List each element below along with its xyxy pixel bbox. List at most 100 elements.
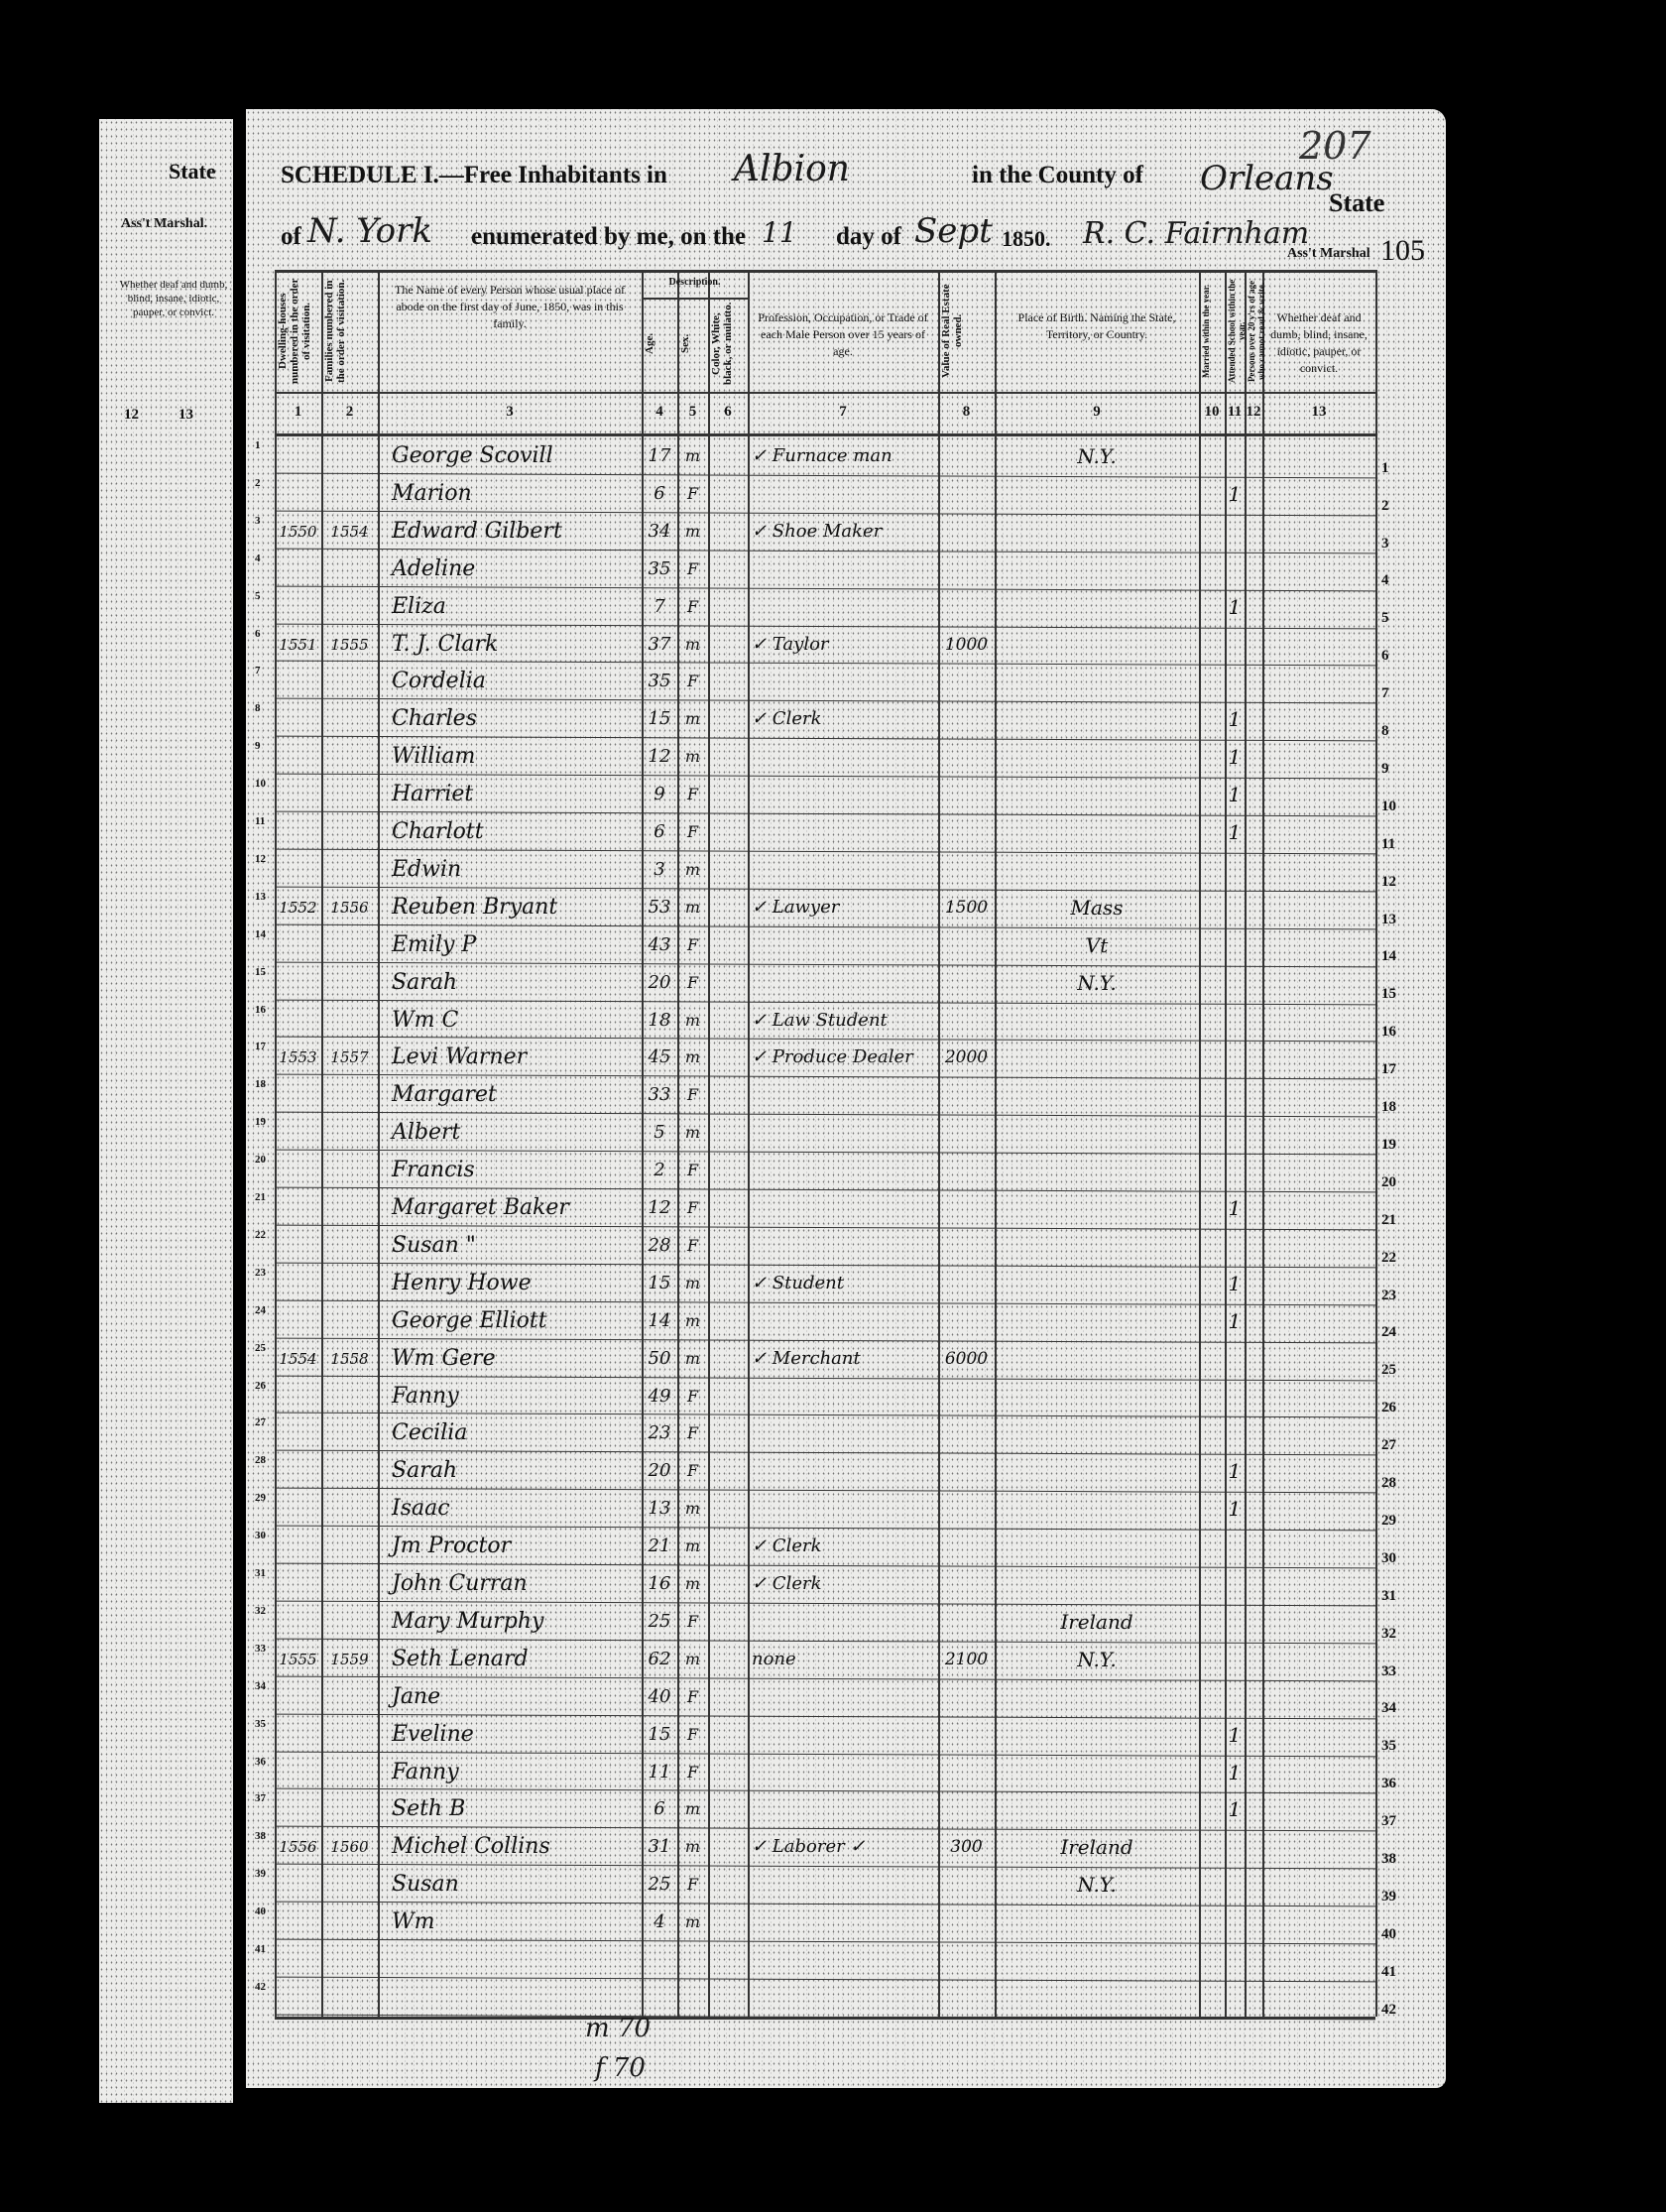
row-1-occupation: ✓ Furnace man bbox=[752, 445, 892, 466]
line-number-right: 14 bbox=[1381, 948, 1396, 965]
row-22-sex: F bbox=[686, 1235, 699, 1255]
row-31-name: John Curran bbox=[392, 1571, 528, 1596]
row-37-school: 1 bbox=[1228, 1797, 1242, 1822]
place-name: Albion bbox=[734, 149, 850, 189]
row-39-sex: F bbox=[686, 1875, 699, 1895]
row-23-sex: m bbox=[684, 1273, 701, 1292]
line-number-right: 34 bbox=[1381, 1700, 1396, 1717]
row-6-age: 37 bbox=[648, 633, 671, 655]
line-number-right: 21 bbox=[1381, 1211, 1396, 1228]
row-8-name: Charles bbox=[392, 706, 477, 732]
row-37-name: Seth B bbox=[392, 1796, 466, 1822]
row-25-name: Wm Gere bbox=[392, 1345, 496, 1371]
row-39-age: 25 bbox=[648, 1874, 671, 1896]
line-number-left: 9 bbox=[255, 740, 261, 753]
state-label: State bbox=[1329, 188, 1385, 217]
row-36-name: Fanny bbox=[392, 1759, 459, 1784]
row-13-age: 53 bbox=[648, 896, 671, 918]
row-33-value: 2100 bbox=[944, 1649, 989, 1669]
line-number-right: 16 bbox=[1381, 1024, 1396, 1041]
row-10-school: 1 bbox=[1228, 783, 1242, 807]
line-number-left: 13 bbox=[255, 890, 266, 903]
row-13-occupation: ✓ Lawyer bbox=[752, 896, 840, 918]
line-number-right: 33 bbox=[1381, 1662, 1396, 1679]
row-36-age: 11 bbox=[648, 1761, 671, 1782]
column-number-4: 4 bbox=[655, 404, 663, 420]
state-name: N. York bbox=[307, 211, 433, 251]
line-number-left: 25 bbox=[255, 1341, 266, 1354]
row-1-birthplace: N.Y. bbox=[1077, 444, 1117, 468]
row-36-sex: F bbox=[686, 1762, 699, 1782]
line-number-left: 1 bbox=[255, 439, 261, 451]
row-24-school: 1 bbox=[1228, 1308, 1242, 1333]
row-8-sex: m bbox=[684, 709, 701, 729]
row-13-name: Reuben Bryant bbox=[392, 894, 558, 920]
row-7-age: 35 bbox=[648, 671, 671, 692]
line-number-left: 36 bbox=[255, 1755, 266, 1768]
column-number-1: 1 bbox=[294, 404, 302, 420]
prev-column-number-13: 13 bbox=[178, 407, 193, 423]
row-4-age: 35 bbox=[648, 557, 671, 579]
row-13-dwelling: 1552 bbox=[279, 898, 317, 917]
row-10-age: 9 bbox=[654, 784, 665, 805]
row-39-name: Susan bbox=[392, 1872, 459, 1898]
row-6-dwelling: 1551 bbox=[279, 635, 317, 654]
row-17-age: 45 bbox=[648, 1046, 671, 1068]
row-9-name: William bbox=[392, 744, 476, 770]
row-24-name: George Elliott bbox=[392, 1307, 547, 1333]
line-number-right: 3 bbox=[1381, 535, 1389, 552]
line-number-right: 10 bbox=[1381, 798, 1396, 814]
stamp-number: 207 bbox=[1299, 124, 1371, 168]
row-25-dwelling: 1554 bbox=[279, 1349, 317, 1368]
row-11-school: 1 bbox=[1228, 820, 1242, 844]
row-8-school: 1 bbox=[1228, 707, 1242, 732]
column-heading-2: Families numbered in the order of visita… bbox=[323, 279, 347, 383]
row-23-occupation: ✓ Student bbox=[752, 1272, 844, 1293]
line-number-left: 37 bbox=[255, 1792, 266, 1805]
line-number-left: 27 bbox=[255, 1416, 266, 1429]
row-8-age: 15 bbox=[648, 708, 671, 730]
row-29-name: Isaac bbox=[392, 1496, 450, 1522]
row-1-sex: m bbox=[684, 446, 701, 465]
row-19-name: Albert bbox=[392, 1120, 461, 1146]
row-20-age: 2 bbox=[654, 1160, 665, 1181]
column-number-9: 9 bbox=[1093, 404, 1101, 420]
row-6-sex: m bbox=[684, 634, 701, 654]
column-heading-11: Attended School within the year. bbox=[1227, 279, 1247, 383]
enumeration-month: Sept bbox=[914, 211, 993, 251]
row-11-sex: F bbox=[686, 822, 699, 841]
row-15-name: Sarah bbox=[392, 969, 457, 995]
row-24-sex: m bbox=[684, 1310, 701, 1330]
row-31-age: 16 bbox=[648, 1573, 671, 1594]
line-number-right: 17 bbox=[1381, 1061, 1396, 1078]
row-19-age: 5 bbox=[654, 1122, 665, 1144]
line-number-left: 12 bbox=[255, 852, 266, 865]
line-number-left: 7 bbox=[255, 665, 261, 677]
row-15-birthplace: N.Y. bbox=[1077, 970, 1117, 995]
line-number-right: 8 bbox=[1381, 723, 1389, 740]
line-number-right: 18 bbox=[1381, 1099, 1396, 1116]
line-number-right: 15 bbox=[1381, 986, 1396, 1003]
row-34-age: 40 bbox=[648, 1685, 671, 1707]
column-divider bbox=[1262, 270, 1264, 2017]
column-divider bbox=[321, 270, 323, 2017]
row-21-school: 1 bbox=[1228, 1196, 1242, 1220]
row-3-age: 34 bbox=[648, 520, 671, 542]
row-5-name: Eliza bbox=[392, 593, 446, 619]
table-top-rule bbox=[275, 270, 1375, 273]
row-38-occupation: ✓ Laborer ✓ bbox=[752, 1836, 866, 1858]
row-36-school: 1 bbox=[1228, 1760, 1242, 1784]
column-divider bbox=[748, 270, 750, 2017]
row-3-occupation: ✓ Shoe Maker bbox=[752, 520, 883, 542]
row-33-family: 1559 bbox=[330, 1650, 369, 1668]
row-3-sex: m bbox=[684, 521, 701, 541]
row-33-name: Seth Lenard bbox=[392, 1646, 529, 1671]
row-6-name: T. J. Clark bbox=[392, 631, 499, 657]
line-number-right: 6 bbox=[1381, 648, 1389, 665]
schedule-title: SCHEDULE I.—Free Inhabitants in bbox=[281, 162, 667, 188]
row-20-name: Francis bbox=[392, 1158, 475, 1183]
row-17-value: 2000 bbox=[944, 1047, 989, 1068]
row-32-age: 25 bbox=[648, 1610, 671, 1632]
line-number-right: 27 bbox=[1381, 1437, 1396, 1454]
row-14-age: 43 bbox=[648, 933, 671, 955]
